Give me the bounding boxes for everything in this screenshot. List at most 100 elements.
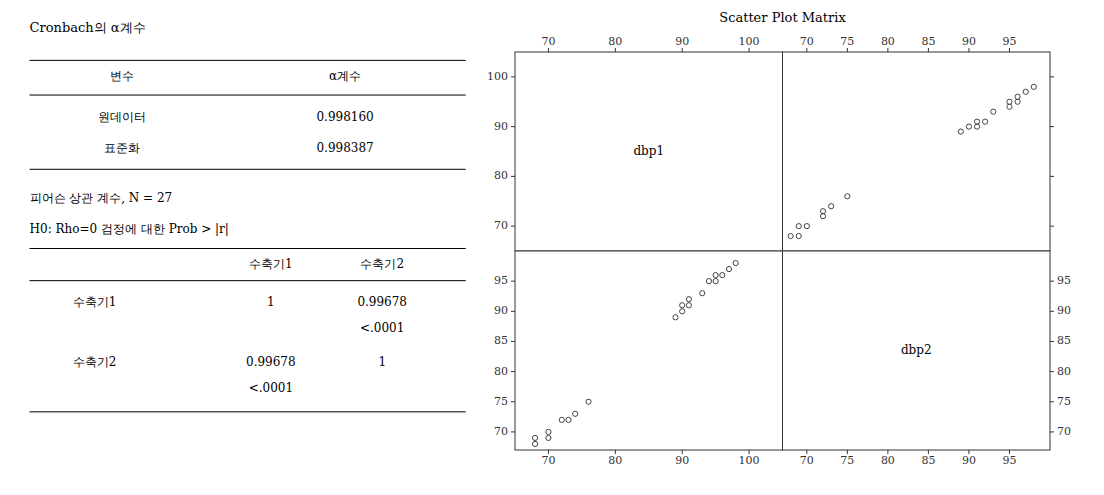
tick-label: 80 [881,454,895,467]
tick-label: 95 [1002,35,1016,48]
tick-label: 90 [1057,304,1071,317]
tick-label: 70 [541,35,555,48]
tick-label: 90 [675,35,689,48]
tick [847,48,848,52]
table-cell: 원데이터 [98,110,146,124]
point [1007,99,1012,104]
point [680,309,685,314]
tick-label: 100 [739,454,760,467]
table-cell: 0.99678 [246,355,296,369]
tick-label: 95 [1057,274,1071,287]
point [1031,84,1036,89]
tick [511,76,515,77]
tick-label: 85 [1057,334,1071,347]
point [1015,94,1020,99]
point [820,209,825,214]
table-cell: 0.998387 [316,141,373,155]
panel: 707580859095 [783,35,1055,251]
tick-label: 70 [1057,425,1071,438]
tick-label: 80 [494,169,508,182]
tick [1050,126,1054,127]
tick-label: 70 [541,454,555,467]
tick [511,311,515,312]
tick [887,48,888,52]
point [532,441,537,446]
table-rule [30,411,466,412]
tick [1050,281,1054,282]
point [700,291,705,296]
table-rule [30,280,466,281]
tick [511,341,515,342]
tick [1050,226,1054,227]
row-label: 수축기2 [73,355,117,369]
point [706,279,711,284]
tick-label: 90 [962,35,976,48]
tick [511,226,515,227]
tick-label: 70 [494,425,508,438]
table-rule [30,169,466,170]
point [829,204,834,209]
variable-label: dbp2 [901,343,932,357]
tick-label: 80 [608,454,622,467]
tick-label: 80 [1057,365,1071,378]
tick [511,401,515,402]
table-rule [30,248,466,249]
point [796,224,801,229]
tick-label: 90 [494,120,508,133]
tick [548,48,549,52]
tick-label: 90 [494,304,508,317]
tick [806,48,807,52]
point [958,129,963,134]
point [566,417,571,422]
point [1023,89,1028,94]
chart-title: Scatter Plot Matrix [719,10,846,25]
tick-label: 85 [921,454,935,467]
point [713,279,718,284]
tick-label: 75 [494,395,508,408]
tick [682,48,683,52]
p-value: <.0001 [360,321,404,335]
tick-label: 70 [494,219,508,232]
chart: Cronbach의 α계수변수α계수원데이터0.998160표준화0.99838… [0,0,1104,495]
tick-label: 95 [494,274,508,287]
point [788,233,793,238]
table-cell: 0.99678 [357,295,407,309]
point [966,124,971,129]
tick [749,48,750,52]
tick-label: 90 [675,454,689,467]
point [804,224,809,229]
table-cell: 0.998160 [316,110,373,124]
tick-label: 85 [921,35,935,48]
table-rule [30,95,466,96]
point [546,429,551,434]
point [559,417,564,422]
table-title: Cronbach의 α계수 [30,20,146,35]
point [820,214,825,219]
row-label: 수축기1 [73,295,117,309]
column-header: α계수 [329,69,361,83]
tick-label: 100 [739,35,760,48]
tick-label: 75 [840,454,854,467]
tick [511,281,515,282]
panel: dbp1708090100708090100 [487,35,783,251]
tick [1050,371,1054,372]
tick-label: 75 [1057,395,1071,408]
point [1015,99,1020,104]
text-panel: Cronbach의 α계수변수α계수원데이터0.998160표준화0.99838… [30,20,466,412]
scatter-matrix: dbp1708090100708090100707580859095708090… [487,35,1071,467]
tick [1050,311,1054,312]
column-header: 수축기1 [249,257,293,271]
point [720,273,725,278]
tick [1050,76,1054,77]
tick-label: 90 [962,454,976,467]
point [974,119,979,124]
tick-label: 80 [494,365,508,378]
point [983,119,988,124]
p-value: <.0001 [249,381,293,395]
tick-label: 80 [608,35,622,48]
tick-label: 85 [494,334,508,347]
table-cell: 1 [378,355,386,369]
tick [1050,431,1054,432]
point [680,303,685,308]
tick-label: 70 [800,35,814,48]
